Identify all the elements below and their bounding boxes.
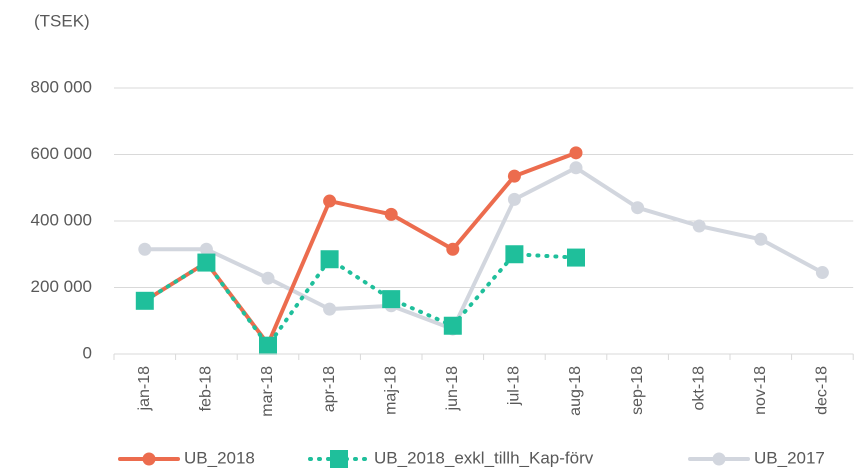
x-tick-label: okt-18 — [690, 366, 707, 411]
data-point — [384, 207, 398, 221]
x-tick-label: feb-18 — [198, 366, 215, 411]
x-tick-label: mar-18 — [259, 366, 276, 417]
data-point — [569, 161, 583, 175]
data-point — [138, 242, 152, 256]
data-point — [197, 253, 216, 272]
x-tick-label: apr-18 — [321, 366, 338, 412]
data-point — [446, 242, 460, 256]
data-point — [135, 291, 154, 310]
y-tick-label: 0 — [83, 343, 92, 362]
data-point — [443, 316, 462, 335]
legend-marker — [712, 452, 726, 466]
data-point — [323, 302, 337, 316]
series-line — [142, 165, 825, 332]
data-point — [815, 266, 829, 280]
x-tick-label: maj-18 — [382, 366, 399, 415]
data-point — [754, 232, 768, 246]
legend-label: UB_2017 — [754, 448, 825, 467]
data-point — [323, 194, 337, 208]
x-tick-label: nov-18 — [752, 366, 769, 415]
x-tick-label: dec-18 — [814, 366, 831, 415]
x-tick-label: sep-18 — [629, 366, 646, 415]
data-point — [259, 336, 277, 355]
data-point — [631, 201, 645, 215]
x-tick-label: jul-18 — [506, 366, 523, 406]
legend-label: UB_2018 — [184, 448, 255, 467]
legend-label: UB_2018_exkl_tillh_Kap-förv — [374, 448, 594, 467]
unit-label: (TSEK) — [34, 11, 90, 30]
data-point — [569, 146, 583, 160]
data-point — [507, 192, 521, 206]
data-point — [692, 219, 706, 233]
legend-marker — [142, 452, 156, 466]
data-point — [505, 245, 524, 264]
y-tick-label: 400 000 — [31, 210, 92, 229]
data-point — [382, 290, 401, 309]
data-point — [261, 271, 275, 285]
y-tick-label: 800 000 — [31, 77, 92, 96]
data-point — [199, 242, 213, 256]
x-tick-label: jan-18 — [136, 366, 153, 412]
legend-marker — [330, 450, 348, 468]
y-tick-label: 200 000 — [31, 277, 92, 296]
data-point — [320, 250, 339, 269]
series-line — [142, 252, 578, 348]
y-tick-label: 600 000 — [31, 144, 92, 163]
data-point — [507, 169, 521, 183]
data-point — [567, 248, 585, 267]
x-tick-label: jun-18 — [444, 366, 461, 412]
x-tick-label: aug-18 — [567, 366, 584, 416]
